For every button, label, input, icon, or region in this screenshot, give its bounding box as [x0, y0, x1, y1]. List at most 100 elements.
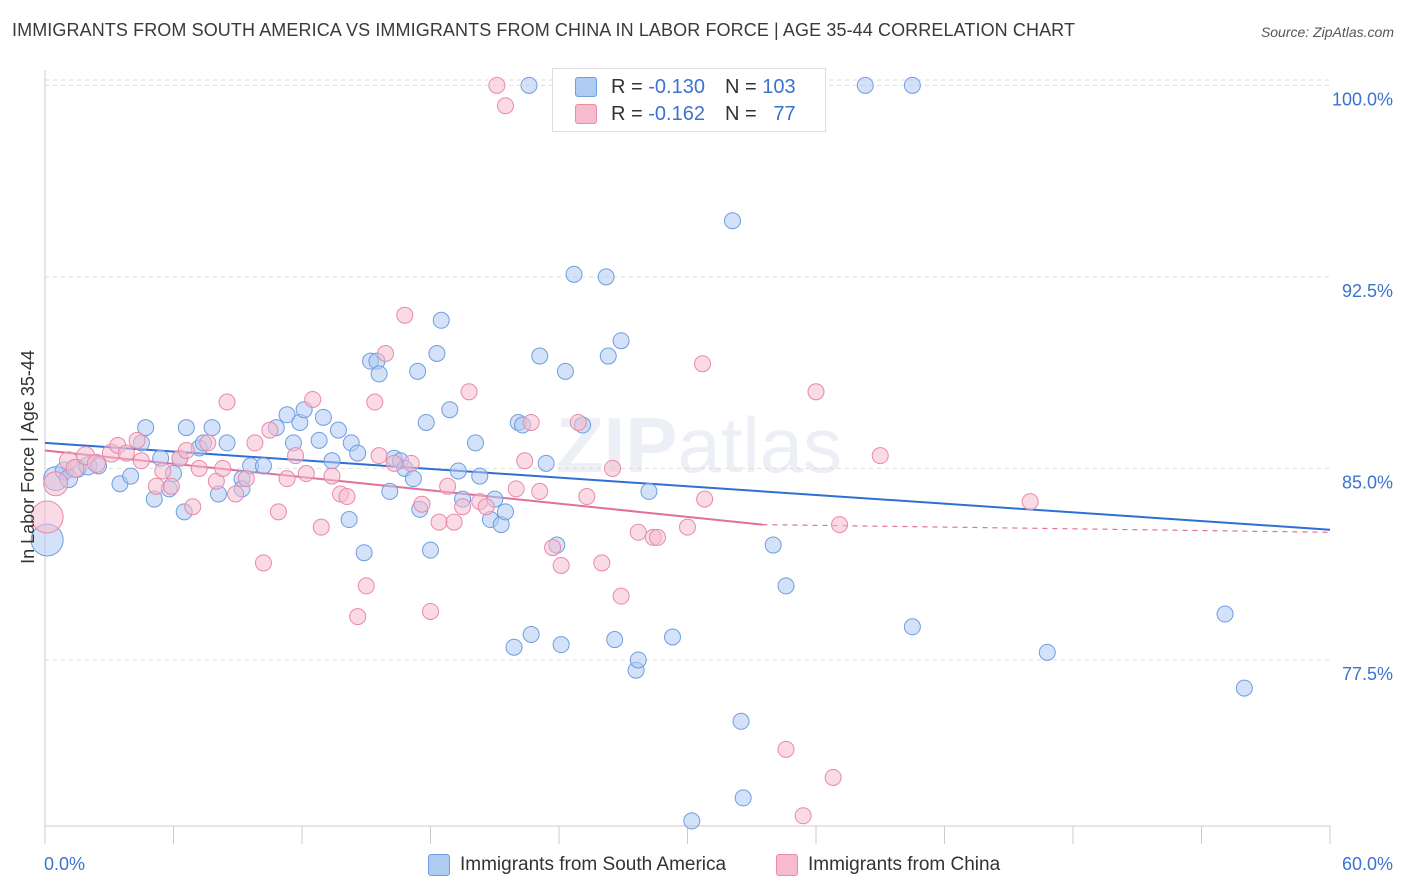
point-china: [552, 556, 570, 574]
point-south-america: [531, 347, 549, 365]
point-south-america: [471, 467, 489, 485]
point-south-america: [323, 452, 341, 470]
point-south-america: [537, 454, 555, 472]
point-china: [422, 602, 439, 620]
x-tick-label-min: 0.0%: [44, 854, 85, 874]
point-china: [261, 421, 279, 439]
point-south-america: [520, 76, 538, 94]
point-south-america: [664, 628, 682, 646]
series-china: [30, 76, 1039, 825]
point-south-america: [314, 408, 332, 426]
point-south-america: [640, 482, 658, 500]
point-china: [30, 500, 64, 534]
bottom-legend-china: Immigrants from China: [776, 852, 1000, 878]
point-south-america: [218, 434, 236, 452]
point-south-america: [441, 401, 459, 419]
point-china: [488, 76, 506, 94]
bottom-legend-swatch-pink: [776, 854, 798, 876]
legend-swatch-blue: [575, 77, 597, 97]
point-south-america: [606, 631, 624, 649]
point-south-america: [278, 406, 296, 424]
trend-line-china-extension: [762, 524, 1331, 533]
point-south-america: [856, 76, 874, 94]
point-south-america: [422, 541, 439, 559]
point-china: [831, 516, 849, 534]
point-south-america: [764, 536, 782, 554]
point-china: [227, 485, 245, 503]
point-south-america: [310, 431, 328, 449]
stats-legend: R = -0.130 N = 103 R = -0.162 N = 77: [552, 68, 826, 132]
point-south-america: [505, 638, 523, 656]
point-china: [477, 498, 495, 516]
point-south-america: [370, 365, 388, 383]
point-south-america: [409, 362, 427, 380]
point-south-america: [552, 636, 570, 654]
legend-n-label: N =: [724, 102, 757, 125]
point-south-america: [723, 212, 741, 230]
point-china: [693, 355, 711, 373]
point-china: [445, 513, 463, 531]
watermark-atlas: atlas: [677, 401, 843, 489]
legend-r-label: R =: [611, 75, 643, 98]
point-south-america: [137, 419, 155, 437]
point-china: [413, 495, 431, 513]
point-south-america: [522, 625, 540, 643]
y-axis-label: In Labor Force | Age 35-44: [18, 350, 38, 564]
point-china: [370, 447, 388, 465]
point-china: [507, 480, 525, 498]
point-china: [460, 383, 478, 401]
point-south-america: [612, 332, 630, 350]
bottom-legend-label: Immigrants from South America: [460, 854, 727, 875]
point-china: [569, 413, 587, 431]
point-china: [377, 345, 395, 362]
point-china: [218, 393, 236, 411]
point-china: [496, 97, 514, 115]
axes: [44, 70, 1331, 844]
point-china: [287, 447, 305, 465]
point-china: [190, 459, 208, 477]
point-china: [629, 523, 647, 541]
point-china: [43, 471, 69, 497]
point-china: [154, 462, 172, 480]
point-south-america: [404, 470, 422, 488]
bottom-legend-label: Immigrants from China: [808, 854, 1001, 875]
point-south-america: [254, 457, 272, 475]
point-china: [199, 434, 217, 452]
y-tick-label: 92.5%: [1342, 281, 1393, 301]
chart-title: IMMIGRANTS FROM SOUTH AMERICA VS IMMIGRA…: [12, 20, 1076, 40]
bottom-legend-swatch-blue: [428, 854, 450, 876]
point-china: [516, 452, 534, 470]
series-south-america: [30, 76, 1253, 830]
point-south-america: [597, 268, 615, 286]
point-china: [278, 470, 296, 488]
data-points: [30, 76, 1253, 830]
point-china: [312, 518, 330, 536]
point-china: [269, 503, 287, 521]
point-china: [128, 431, 146, 449]
point-china: [871, 447, 889, 465]
axis-labels: 77.5% 85.0% 92.5% 100.0% 0.0% 60.0% In Labor F…: [18, 89, 1393, 874]
legend-r-label: R =: [611, 102, 643, 125]
point-south-america: [349, 444, 367, 462]
point-china: [214, 459, 232, 477]
y-tick-label: 85.0%: [1342, 472, 1393, 492]
point-china: [612, 587, 630, 605]
point-south-america: [734, 789, 752, 807]
bottom-legend-south-america: Immigrants from South America: [428, 852, 726, 878]
legend-swatch-pink: [575, 104, 597, 124]
gridlines: [45, 79, 1330, 661]
point-china: [147, 477, 165, 495]
point-south-america: [599, 347, 617, 365]
point-china: [777, 740, 795, 758]
point-south-america: [777, 577, 795, 595]
legend-row-china: R = -0.162 N = 77: [575, 102, 796, 126]
point-china: [396, 306, 414, 324]
point-south-america: [1038, 643, 1056, 661]
point-china: [366, 393, 384, 411]
point-china: [807, 383, 825, 401]
point-china: [439, 477, 457, 495]
point-china: [679, 518, 696, 536]
point-china: [593, 554, 611, 572]
source-label: Source: ZipAtlas.com: [1260, 24, 1394, 40]
point-south-america: [1216, 605, 1234, 623]
